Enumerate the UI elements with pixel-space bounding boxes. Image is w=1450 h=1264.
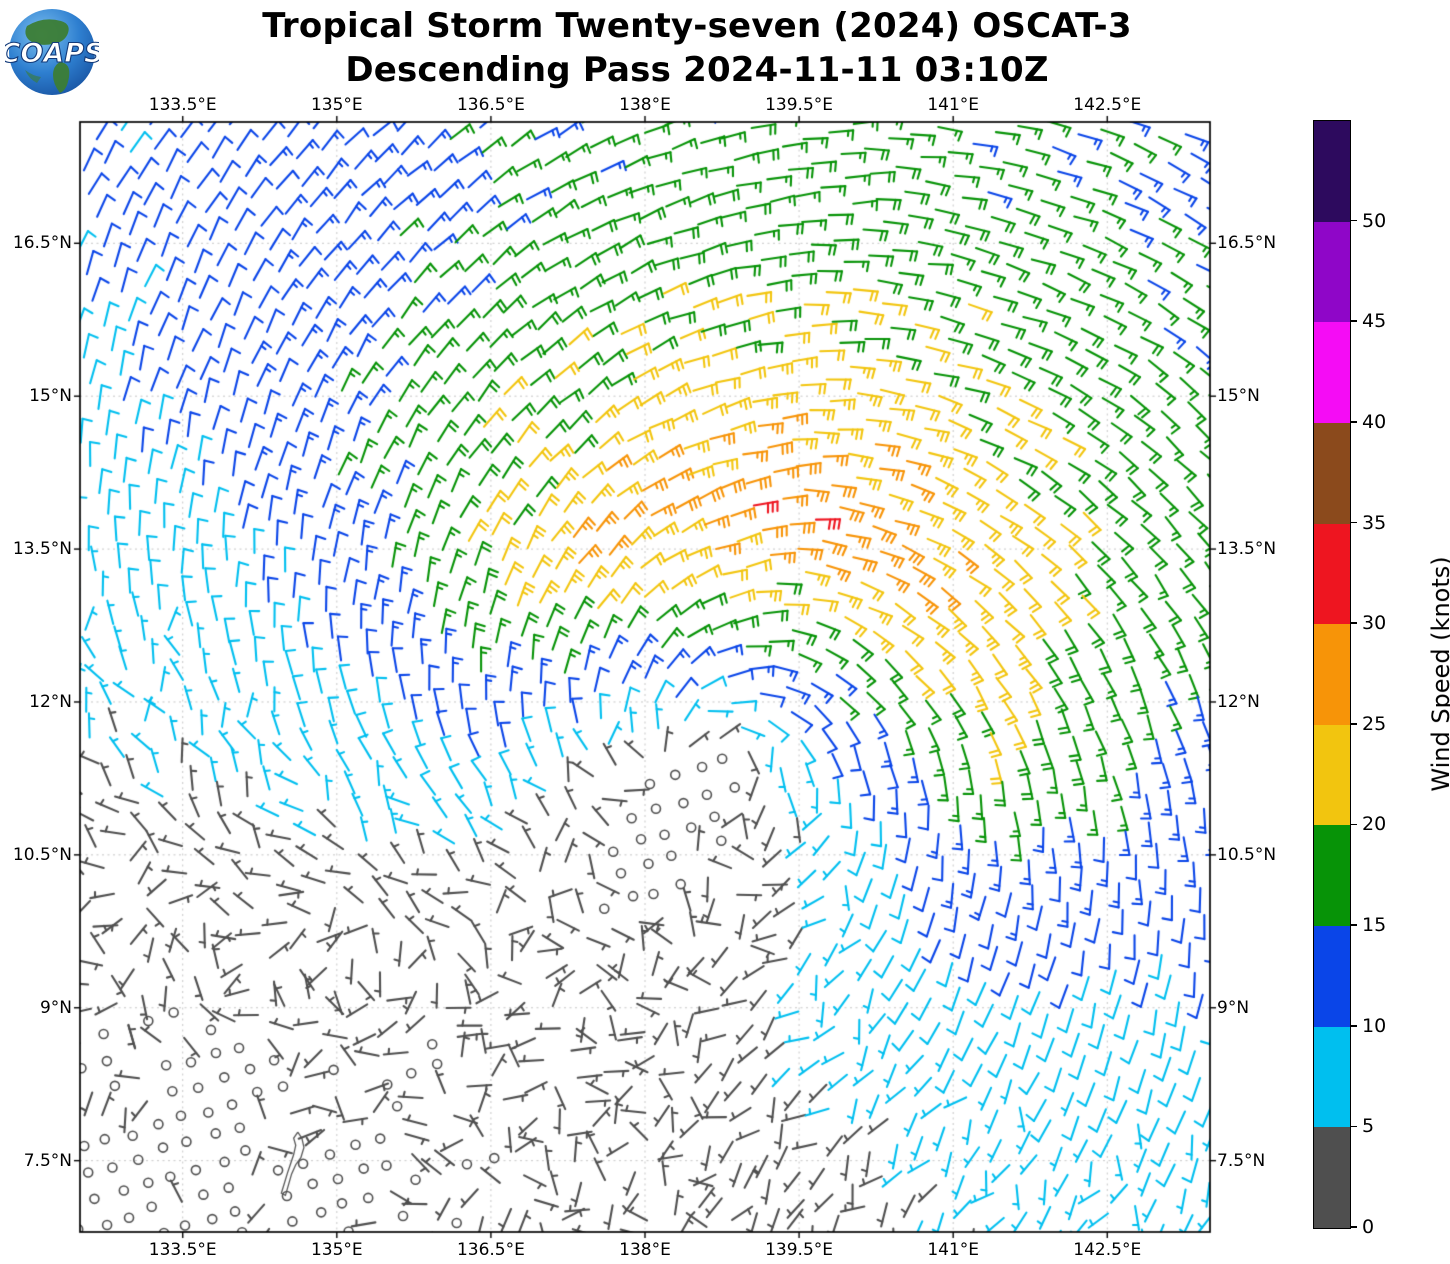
lat-tick-label-right: 12°N <box>1217 691 1260 712</box>
colorbar-tick-label: 10 <box>1362 1014 1387 1037</box>
colorbar-tickmark <box>1350 723 1357 725</box>
colorbar-tickmark <box>1350 421 1357 423</box>
lat-tick-label-left: 10.5°N <box>12 844 72 865</box>
figure-title-line1: Tropical Storm Twenty-seven (2024) OSCAT… <box>262 6 1132 46</box>
colorbar-tick-label: 30 <box>1362 612 1387 635</box>
colorbar-tickmark <box>1350 1125 1357 1128</box>
lat-tick-label-left: 16.5°N <box>12 233 72 254</box>
colorbar-tick-label: 45 <box>1362 310 1387 333</box>
colorbar-tickmark <box>1350 823 1357 826</box>
lat-tick-label-right: 7.5°N <box>1217 1150 1266 1171</box>
figure-title-line2: Descending Pass 2024-11-11 03:10Z <box>345 50 1049 90</box>
lon-tick-label-top: 136.5°E <box>456 95 525 115</box>
colorbar-segment <box>1314 724 1350 826</box>
south-america-shape <box>53 62 70 93</box>
logo-text: COAPS <box>5 38 99 69</box>
colorbar-segment <box>1314 221 1350 323</box>
colorbar-tickmark <box>1350 924 1357 926</box>
colorbar-segment <box>1314 1127 1350 1229</box>
lat-tick-label-right: 9°N <box>1217 997 1250 1018</box>
colorbar-tickmark <box>1350 521 1357 524</box>
lat-tick-label-right: 15°N <box>1217 386 1260 407</box>
lon-tick-label-bottom: 141°E <box>927 1240 980 1260</box>
colorbar-segment <box>1314 422 1350 524</box>
colorbar-segment <box>1314 624 1350 725</box>
colorbar-tickmark <box>1350 219 1357 222</box>
lat-tick-label-left: 7.5°N <box>23 1150 72 1171</box>
colorbar-tick-label: 25 <box>1362 712 1387 735</box>
colorbar-tick-label: 40 <box>1362 410 1387 433</box>
lon-tick-label-top: 135°E <box>310 95 363 115</box>
lon-tick-label-top: 133.5°E <box>148 95 217 115</box>
colorbar-tick-label: 15 <box>1362 914 1387 937</box>
colorbar-tick-label: 0 <box>1362 1216 1375 1238</box>
lat-tick-label-left: 13.5°N <box>12 539 72 560</box>
coaps-logo: COAPS <box>5 9 99 95</box>
colorbar-tick-label: 35 <box>1362 511 1387 534</box>
lat-tick-label-left: 15°N <box>29 386 72 407</box>
colorbar-tick-label: 20 <box>1362 813 1387 836</box>
colorbar <box>1313 120 1351 1229</box>
lat-tick-label-left: 9°N <box>39 997 72 1018</box>
lon-tick-label-bottom: 133.5°E <box>148 1240 217 1260</box>
colorbar-segment <box>1314 825 1350 927</box>
lat-tick-label-right: 10.5°N <box>1217 844 1277 865</box>
lat-tick-label-right: 16.5°N <box>1217 233 1277 254</box>
colorbar-segment <box>1314 523 1350 625</box>
lon-tick-label-top: 138°E <box>619 95 671 115</box>
lon-tick-label-bottom: 135°E <box>310 1240 363 1260</box>
colorbar-tickmark <box>1350 320 1357 323</box>
colorbar-tickmark <box>1350 1226 1357 1228</box>
lon-tick-label-bottom: 138°E <box>619 1240 671 1260</box>
colorbar-segment <box>1314 121 1350 222</box>
lon-tick-label-bottom: 142.5°E <box>1073 1240 1142 1260</box>
lon-tick-label-top: 142.5°E <box>1073 95 1142 115</box>
colorbar-tickmark <box>1350 622 1357 624</box>
lat-tick-label-left: 12°N <box>29 691 72 712</box>
lon-tick-label-bottom: 139.5°E <box>765 1240 834 1260</box>
colorbar-tick-label: 50 <box>1362 209 1387 232</box>
north-america-shape <box>25 19 69 45</box>
colorbar-segment <box>1314 1026 1350 1128</box>
colorbar-tickmark <box>1350 1024 1357 1027</box>
lon-tick-label-top: 141°E <box>927 95 980 115</box>
colorbar-axis-label: Wind Speed (knots) <box>1427 555 1450 792</box>
lon-tick-label-top: 139.5°E <box>765 95 834 115</box>
lat-tick-label-right: 13.5°N <box>1217 539 1277 560</box>
lon-tick-label-bottom: 136.5°E <box>456 1240 525 1260</box>
landmass-shape <box>25 70 41 83</box>
colorbar-tick-label: 5 <box>1362 1115 1375 1138</box>
colorbar-segment <box>1314 926 1350 1027</box>
colorbar-segment <box>1314 322 1350 423</box>
